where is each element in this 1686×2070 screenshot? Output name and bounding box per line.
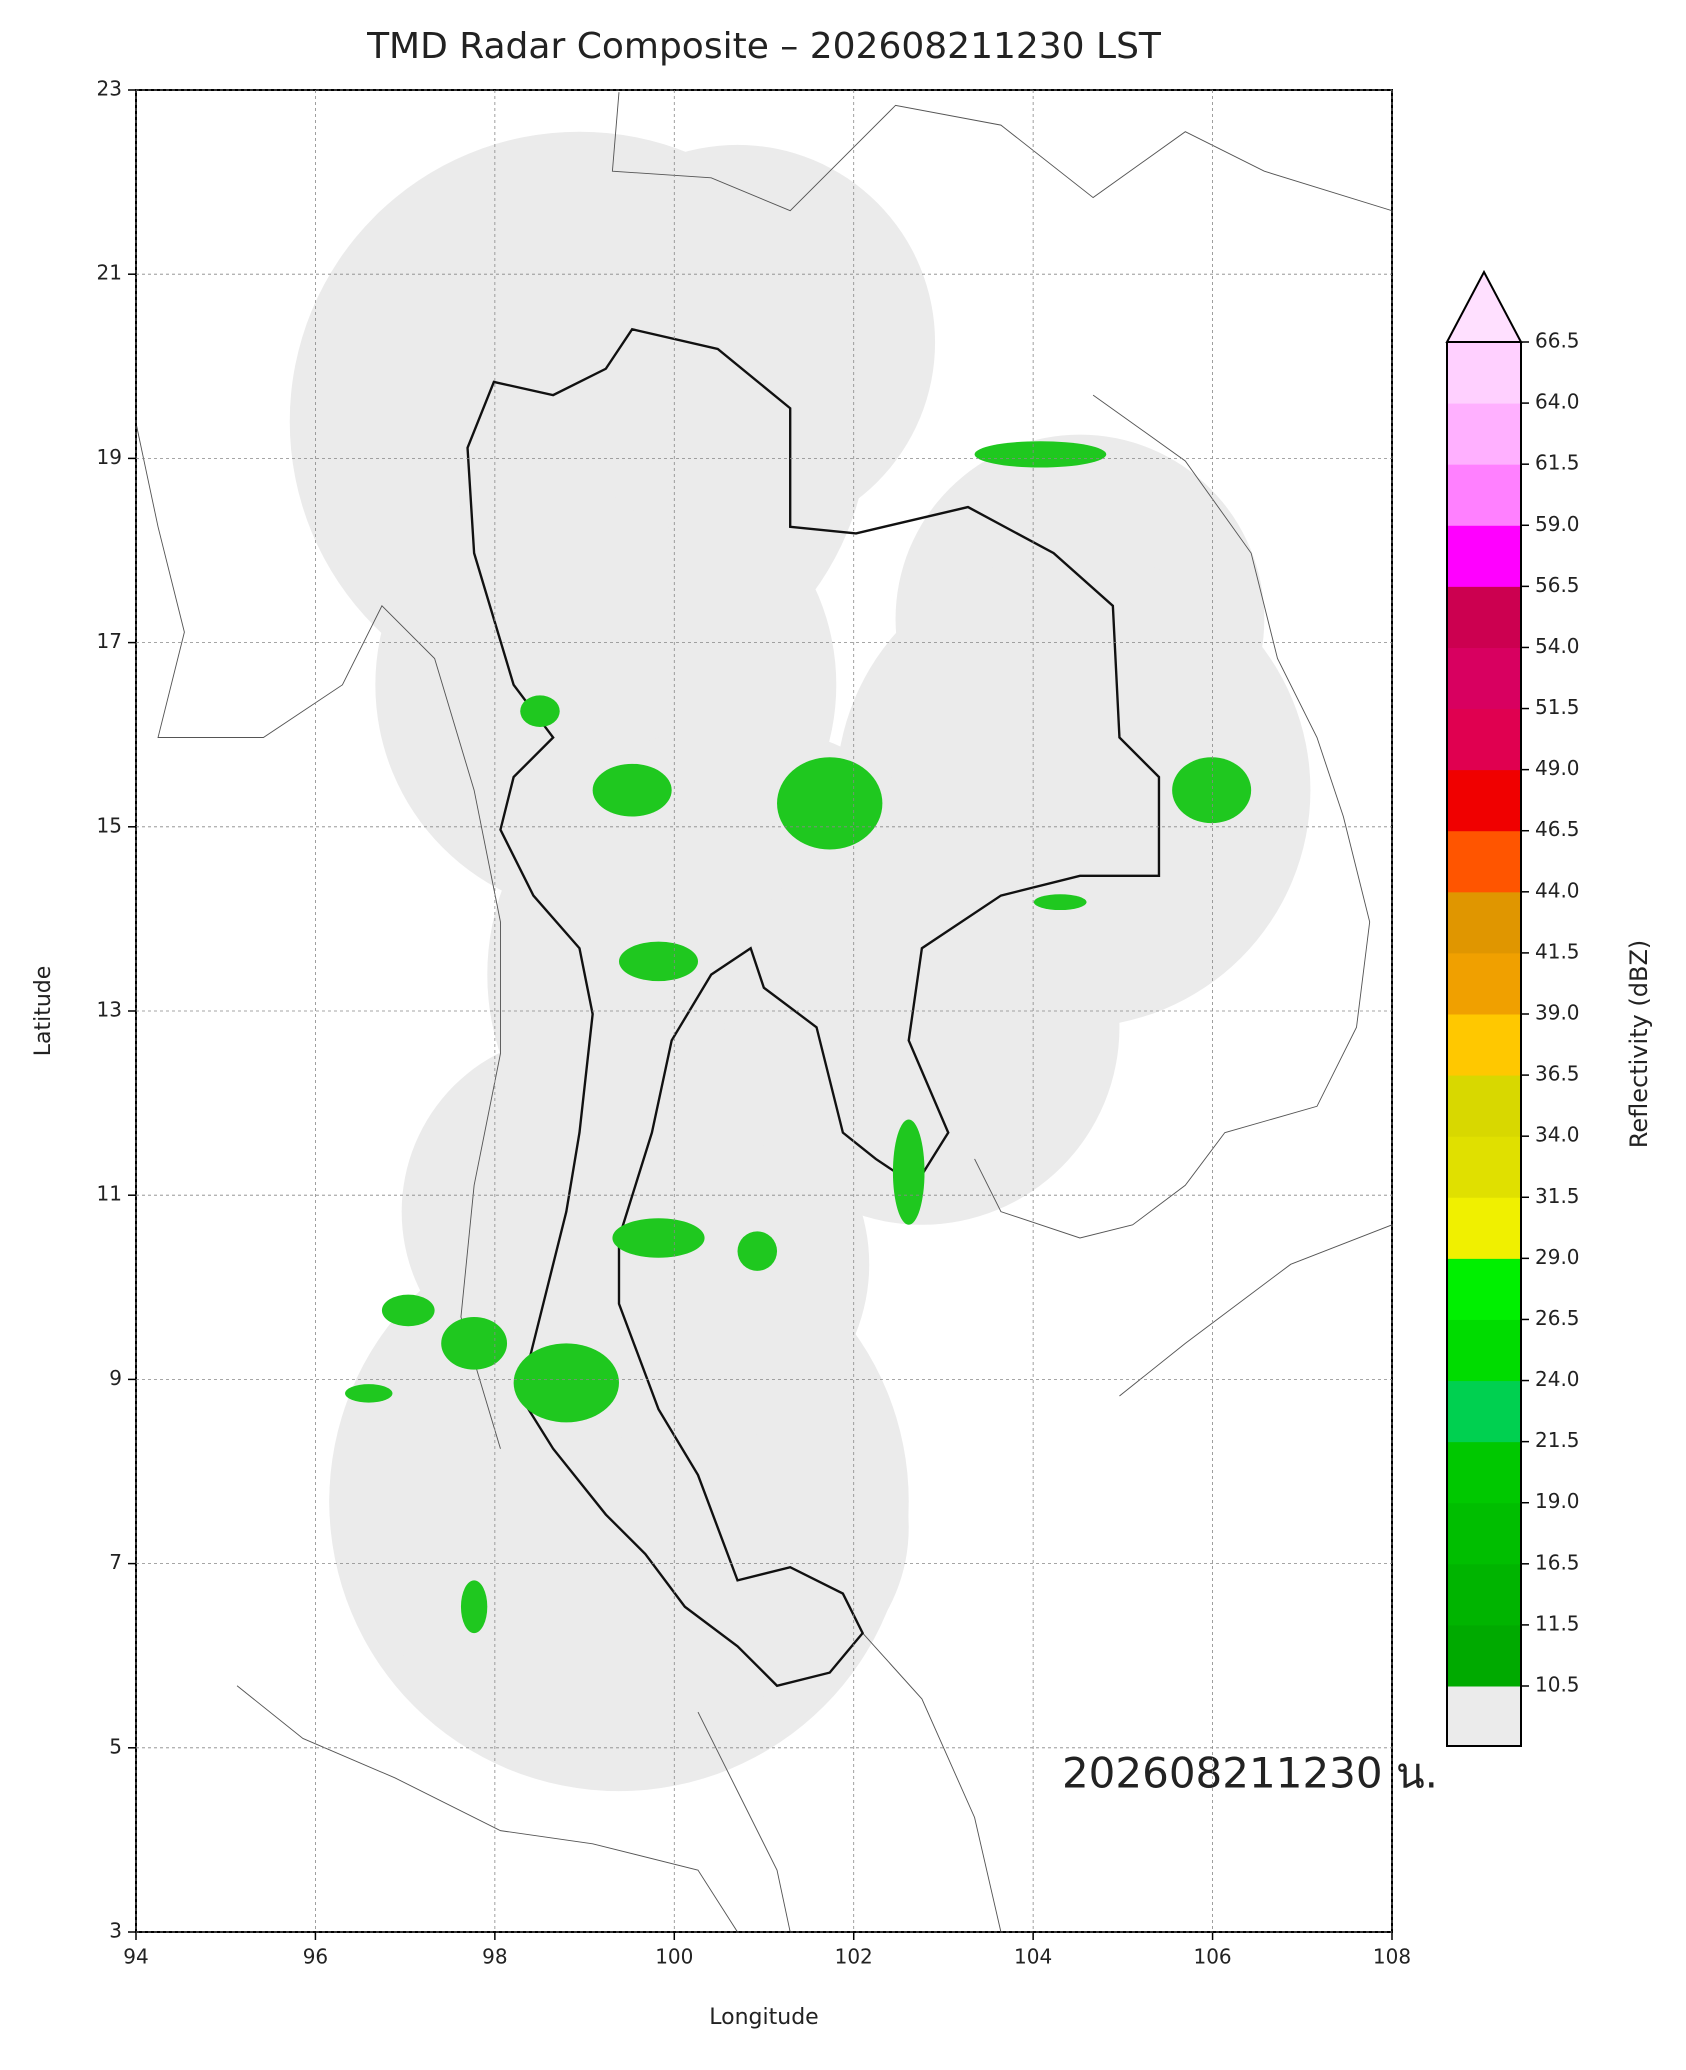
y-tick-label: 9 bbox=[109, 1366, 122, 1390]
y-tick-label: 5 bbox=[109, 1734, 122, 1758]
colorbar-extend bbox=[1445, 269, 1523, 343]
colorbar-tick-label: 29.0 bbox=[1535, 1245, 1580, 1269]
x-tick-label: 96 bbox=[303, 1945, 328, 1969]
colorbar-band bbox=[1447, 586, 1521, 648]
y-tick-label: 11 bbox=[97, 1182, 122, 1206]
colorbar-band bbox=[1447, 1441, 1521, 1504]
colorbar-band bbox=[1447, 708, 1521, 771]
x-tick-label: 106 bbox=[1193, 1945, 1231, 1969]
colorbar-band bbox=[1447, 1075, 1521, 1137]
y-tick-label: 23 bbox=[97, 77, 122, 101]
colorbar-tick-label: 49.0 bbox=[1535, 756, 1580, 780]
colorbar-tick-label: 54.0 bbox=[1535, 634, 1580, 658]
colorbar-tick-label: 39.0 bbox=[1535, 1001, 1580, 1025]
colorbar-tick-label: 64.0 bbox=[1535, 390, 1580, 414]
colorbar-band bbox=[1447, 525, 1521, 587]
colorbar-frame bbox=[1446, 342, 1522, 1747]
y-axis-label: Latitude bbox=[31, 966, 56, 1057]
y-tick-label: 13 bbox=[97, 998, 122, 1022]
colorbar-tick-label: 59.0 bbox=[1535, 512, 1580, 536]
colorbar-tick-label: 16.5 bbox=[1535, 1550, 1580, 1574]
colorbar-tick-label: 24.0 bbox=[1535, 1367, 1580, 1391]
colorbar-band bbox=[1447, 1380, 1521, 1443]
x-tick-label: 104 bbox=[1014, 1945, 1052, 1969]
echo-areas bbox=[345, 441, 1252, 1634]
colorbar-under bbox=[1447, 1686, 1521, 1746]
y-tick-label: 21 bbox=[97, 261, 122, 285]
colorbar-tick-label: 10.5 bbox=[1535, 1673, 1580, 1697]
colorbar-band bbox=[1447, 1563, 1521, 1626]
colorbar-band bbox=[1447, 1014, 1521, 1076]
coastlines bbox=[136, 92, 1392, 1932]
colorbar-tick-label: 51.5 bbox=[1535, 695, 1580, 719]
colorbar-tick-label: 21.5 bbox=[1535, 1428, 1580, 1452]
colorbar-band bbox=[1447, 647, 1521, 710]
colorbar-tick-label: 61.5 bbox=[1535, 451, 1580, 475]
colorbar-band bbox=[1447, 342, 1521, 404]
colorbar-band bbox=[1447, 1197, 1521, 1259]
colorbar-tick-label: 44.0 bbox=[1535, 878, 1580, 902]
colorbar-band bbox=[1447, 1258, 1521, 1320]
colorbar-band bbox=[1447, 891, 1521, 954]
colorbar-tick-label: 66.5 bbox=[1535, 329, 1580, 353]
x-tick-label: 94 bbox=[123, 1945, 148, 1969]
colorbar-band bbox=[1447, 403, 1521, 465]
colorbar-tick-label: 26.5 bbox=[1535, 1306, 1580, 1330]
y-tick-label: 15 bbox=[97, 813, 122, 837]
chart-title: TMD Radar Composite – 202608211230 LST bbox=[366, 26, 1162, 67]
map-layer bbox=[136, 92, 1392, 1932]
colorbar-band bbox=[1447, 1624, 1521, 1687]
x-tick-label: 102 bbox=[835, 1945, 873, 1969]
colorbar-label: Reflectivity (dBZ) bbox=[1625, 940, 1653, 1149]
colorbar-tick-label: 34.0 bbox=[1535, 1123, 1580, 1147]
colorbar-tick-label: 56.5 bbox=[1535, 573, 1580, 597]
x-tick-label: 100 bbox=[655, 1945, 693, 1969]
y-tick-label: 17 bbox=[97, 629, 122, 653]
annotation: 202608211230 น. bbox=[1062, 1749, 1438, 1798]
y-tick-label: 19 bbox=[97, 445, 122, 469]
colorbar-band bbox=[1447, 1136, 1521, 1198]
colorbar-tick-label: 31.5 bbox=[1535, 1184, 1580, 1208]
x-tick-label: 98 bbox=[482, 1945, 507, 1969]
colorbar-tick-label: 11.5 bbox=[1535, 1611, 1580, 1635]
x-axis-label: Longitude bbox=[709, 2005, 818, 2030]
y-tick-label: 7 bbox=[109, 1550, 122, 1574]
colorbar-band bbox=[1447, 464, 1521, 526]
colorbar-band bbox=[1447, 830, 1521, 893]
colorbar-band bbox=[1447, 1502, 1521, 1565]
colorbar-band bbox=[1447, 952, 1521, 1015]
colorbar-band bbox=[1447, 769, 1521, 832]
colorbar-tick-label: 46.5 bbox=[1535, 817, 1580, 841]
colorbar-tick-label: 41.5 bbox=[1535, 939, 1580, 963]
x-tick-label: 108 bbox=[1373, 1945, 1411, 1969]
colorbar-band bbox=[1447, 1319, 1521, 1382]
colorbar-tick-label: 36.5 bbox=[1535, 1062, 1580, 1086]
colorbar-tick-label: 19.0 bbox=[1535, 1489, 1580, 1513]
y-tick-label: 3 bbox=[109, 1919, 122, 1943]
